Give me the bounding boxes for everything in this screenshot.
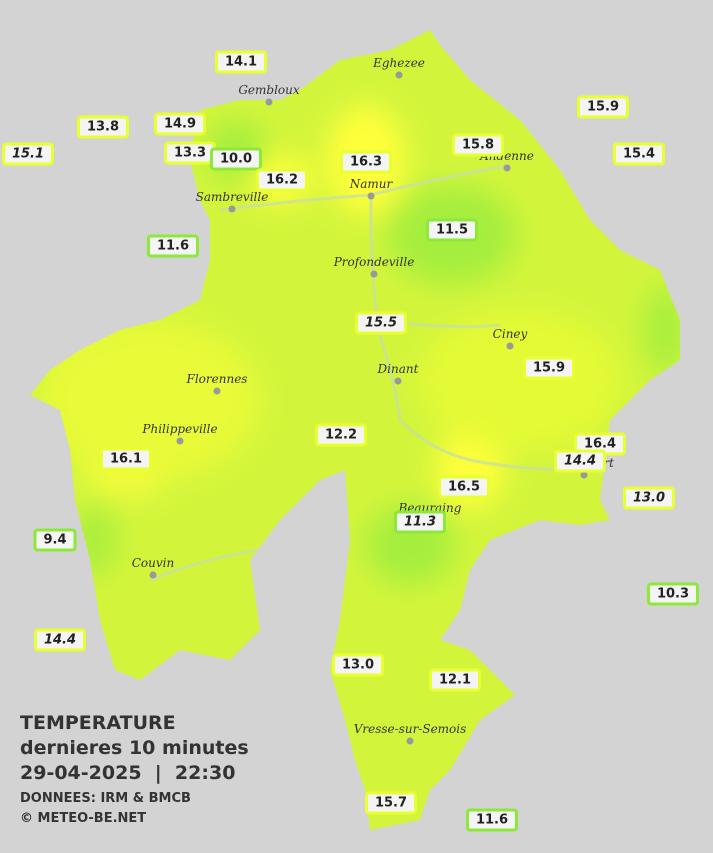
town-dot xyxy=(213,387,221,395)
source: DONNEES: IRM & BMCB xyxy=(20,791,191,806)
town-dot xyxy=(176,437,184,445)
station-value: 16.3 xyxy=(339,150,393,174)
station-value: 14.4 xyxy=(553,449,607,473)
station-value: 15.4 xyxy=(612,142,666,166)
town-label: Profondeville xyxy=(333,255,415,269)
town-dot xyxy=(228,205,236,213)
town-dot xyxy=(367,192,375,200)
town-label: Dinant xyxy=(377,362,419,376)
town-dot xyxy=(149,571,157,579)
town-dot xyxy=(580,471,588,479)
station-value: 11.6 xyxy=(146,234,200,258)
town-label: Florennes xyxy=(186,372,248,386)
subtitle: dernieres 10 minutes xyxy=(20,737,249,759)
town-dot xyxy=(406,737,414,745)
town-label: Sambreville xyxy=(196,190,269,204)
town-label: Vresse-sur-Semois xyxy=(354,722,467,736)
station-value: 14.1 xyxy=(214,50,268,74)
town-label: Philippeville xyxy=(141,422,217,436)
station-value: 13.0 xyxy=(622,486,676,510)
station-value: 15.9 xyxy=(522,356,576,380)
datetime: 29-04-2025 | 22:30 xyxy=(20,762,236,784)
station-value: 15.5 xyxy=(354,311,408,335)
station-value: 14.4 xyxy=(33,628,87,652)
town-dot xyxy=(370,270,378,278)
town-dot xyxy=(506,342,514,350)
station-value: 15.9 xyxy=(576,95,630,119)
town-dot xyxy=(395,71,403,79)
town-label: Eghezee xyxy=(372,56,425,70)
station-value: 13.8 xyxy=(76,115,130,139)
title: TEMPERATURE xyxy=(20,712,176,734)
station-value: 15.7 xyxy=(364,791,418,815)
station-value: 12.1 xyxy=(428,668,482,692)
town-label: Gembloux xyxy=(238,83,300,97)
town-dot xyxy=(503,164,511,172)
station-value: 16.1 xyxy=(99,447,153,471)
town-dot xyxy=(394,377,402,385)
station-value: 10.0 xyxy=(209,147,263,171)
station-value: 12.2 xyxy=(314,423,368,447)
town-label: Ciney xyxy=(493,327,528,341)
station-value: 15.1 xyxy=(1,142,55,166)
town-dot xyxy=(265,98,273,106)
station-value: 13.3 xyxy=(163,141,217,165)
station-value: 16.5 xyxy=(437,475,491,499)
station-value: 11.6 xyxy=(465,808,519,832)
station-value: 15.8 xyxy=(451,133,505,157)
copyright: © METEO-BE.NET xyxy=(20,811,147,826)
station-value: 11.5 xyxy=(425,218,479,242)
town-label: Namur xyxy=(349,177,394,191)
station-value: 13.0 xyxy=(331,653,385,677)
station-value: 10.3 xyxy=(646,582,700,606)
town-label: Couvin xyxy=(132,556,174,570)
station-value: 16.2 xyxy=(255,168,309,192)
station-value: 11.3 xyxy=(393,510,447,534)
station-value: 14.9 xyxy=(153,112,207,136)
station-value: 9.4 xyxy=(33,528,77,552)
